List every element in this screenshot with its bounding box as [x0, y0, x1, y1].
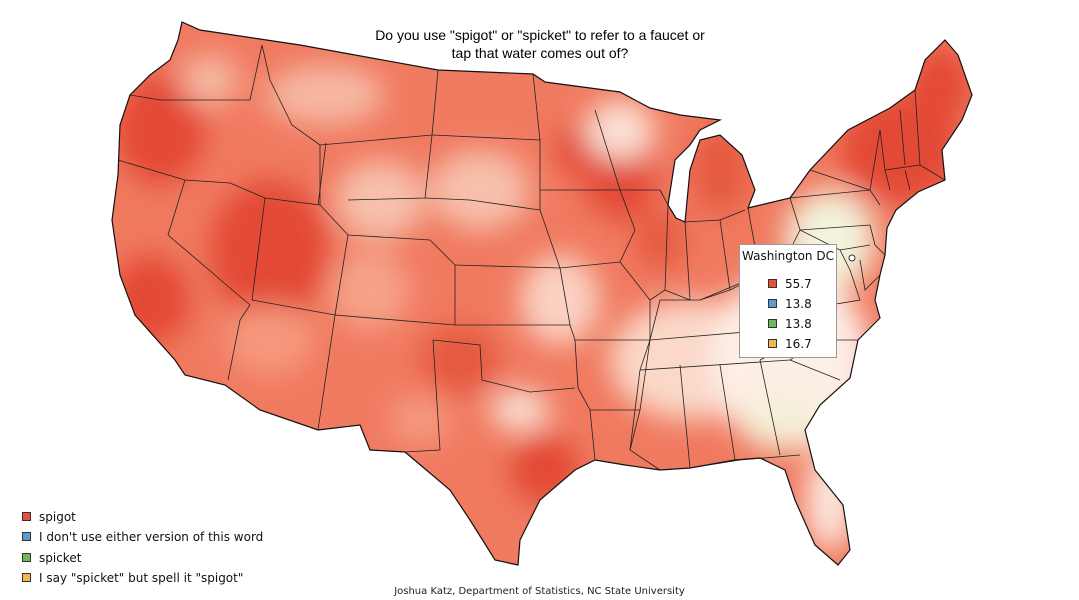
legend-label: I say "spicket" but spell it "spigot"	[39, 571, 244, 585]
tooltip-value: 13.8	[785, 317, 812, 331]
legend-swatch	[22, 553, 31, 562]
tooltip-swatch-neither	[768, 299, 777, 308]
tooltip-value: 16.7	[785, 337, 812, 351]
credit-line: Joshua Katz, Department of Statistics, N…	[394, 586, 685, 597]
tooltip-swatch-spigot	[768, 279, 777, 288]
tooltip-swatch-spicket-spelled-spigot	[768, 339, 777, 348]
legend-label: spigot	[39, 510, 76, 524]
title-line-1: Do you use "spigot" or "spicket" to refe…	[375, 27, 705, 43]
legend-swatch	[22, 512, 31, 521]
tooltip-swatch-spicket	[768, 319, 777, 328]
location-tooltip: Washington DC 55.7 13.8 13.8 16.7	[739, 244, 837, 358]
legend-item-spigot[interactable]: spigot	[22, 510, 76, 526]
tooltip-value: 55.7	[785, 277, 812, 291]
tooltip-row: 55.7	[768, 277, 812, 291]
state-borders	[111, 21, 973, 566]
choropleth-surface	[112, 22, 972, 565]
legend-item-neither[interactable]: I don't use either version of this word	[22, 530, 263, 546]
tooltip-row: 16.7	[768, 337, 812, 351]
legend-swatch	[22, 573, 31, 582]
title-line-2: tap that water comes out of?	[451, 45, 629, 61]
legend-swatch	[22, 532, 31, 541]
tooltip-row: 13.8	[768, 317, 812, 331]
legend-item-spicket-spelled-spigot[interactable]: I say "spicket" but spell it "spigot"	[22, 571, 243, 587]
tooltip-row: 13.8	[768, 297, 812, 311]
tooltip-value: 13.8	[785, 297, 812, 311]
dc-marker[interactable]	[848, 254, 856, 262]
legend-item-spicket[interactable]: spicket	[22, 551, 81, 567]
tooltip-location-name: Washington DC	[742, 249, 834, 263]
legend-label: I don't use either version of this word	[39, 530, 264, 544]
map-title: Do you use "spigot" or "spicket" to refe…	[350, 26, 730, 62]
legend-label: spicket	[39, 551, 82, 565]
